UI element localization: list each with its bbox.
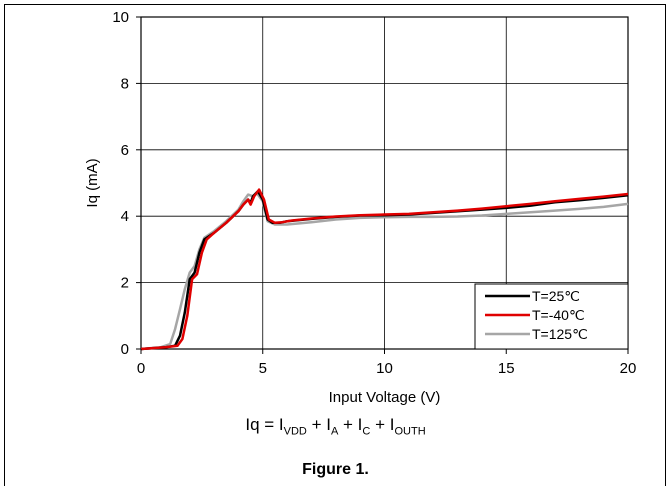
formula-subscript: C	[362, 425, 371, 438]
legend-entry: T=-40℃	[532, 307, 585, 323]
iq-formula: Iq = IVDD + IA + IC + IOUTH	[0, 415, 671, 437]
x-tick-label: 20	[620, 360, 637, 377]
y-tick-label: 8	[121, 75, 129, 92]
figure-frame	[4, 4, 666, 486]
legend: T=25℃ T=-40℃ T=125℃	[474, 283, 629, 350]
y-tick-label: 6	[121, 142, 129, 159]
x-tick-label: 0	[137, 360, 145, 377]
y-tick-label: 0	[121, 341, 129, 358]
formula-part: + I	[370, 415, 395, 434]
y-tick-label: 4	[121, 208, 129, 225]
formula-subscript: A	[330, 425, 339, 438]
formula-subscript: OUTH	[394, 425, 426, 438]
legend-entry: T=125℃	[532, 326, 588, 342]
x-tick-label: 10	[376, 360, 393, 377]
x-tick-label: 5	[259, 360, 267, 377]
y-tick-label: 2	[121, 275, 129, 292]
figure-caption: Figure 1.	[302, 461, 369, 478]
formula-subscript: VDD	[283, 425, 307, 438]
formula-part: + I	[338, 415, 363, 434]
x-axis-label: Input Voltage (V)	[329, 389, 441, 406]
formula-part: Iq = I	[245, 415, 284, 434]
y-tick-label: 10	[112, 9, 129, 26]
y-axis-ticks: 0 2 4 6 8 10	[112, 9, 141, 358]
line-chart: 0 5 10 15 20 0 2 4 6 8 10 Input Voltage (V) Iq (m…	[84, 9, 637, 406]
formula-part: + I	[306, 415, 331, 434]
x-tick-label: 15	[498, 360, 515, 377]
x-axis-ticks: 0 5 10 15 20	[137, 349, 637, 377]
legend-entry: T=25℃	[532, 288, 580, 304]
series-layer	[140, 188, 629, 351]
series-line-1	[140, 188, 629, 351]
y-axis-label: Iq (mA)	[84, 158, 101, 207]
